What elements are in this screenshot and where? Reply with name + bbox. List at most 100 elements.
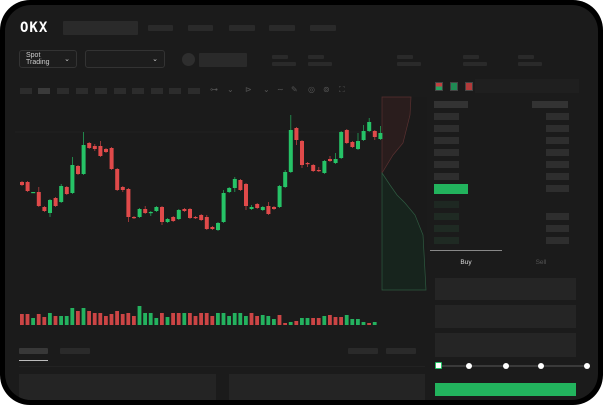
amount-slider-track[interactable] (438, 365, 588, 367)
chevron-down-icon[interactable]: ⌄ (263, 85, 270, 94)
slider-stop[interactable] (466, 363, 472, 369)
bid-amount[interactable] (546, 237, 569, 244)
orderbook-view-both-icon[interactable] (435, 82, 443, 91)
bottom-action[interactable] (348, 348, 378, 354)
candle (255, 203, 260, 209)
fullscreen-icon[interactable]: ⛶ (339, 85, 345, 94)
volume-bar (249, 313, 254, 325)
candle (171, 216, 176, 222)
camera-icon[interactable]: ◎ (308, 85, 315, 94)
nav-item[interactable] (148, 25, 173, 31)
ask-price[interactable] (434, 161, 459, 168)
bid-amount[interactable] (546, 225, 569, 232)
candle-body (350, 142, 355, 147)
volume-bar (244, 316, 248, 325)
bid-price[interactable] (434, 201, 459, 208)
bottom-action[interactable] (386, 348, 416, 354)
pencil-icon[interactable]: ✎ (291, 85, 298, 94)
okx-logo[interactable]: OKX (20, 20, 49, 36)
nav-item[interactable] (310, 25, 336, 31)
timeframe-button[interactable] (132, 88, 144, 94)
ask-price[interactable] (434, 173, 459, 180)
volume-bar (92, 313, 97, 325)
volume-bar (42, 317, 47, 325)
bid-price[interactable] (434, 225, 459, 232)
ask-price[interactable] (434, 125, 459, 132)
ask-amount[interactable] (546, 149, 569, 156)
indicator-icon[interactable]: ⊳ (245, 85, 252, 94)
chevron-down-icon[interactable]: ⌄ (227, 85, 234, 94)
orderbook-header-bg (475, 79, 579, 93)
candle (316, 167, 321, 172)
ask-price[interactable] (434, 113, 459, 120)
nav-item[interactable] (229, 25, 255, 31)
orderbook-view-bids-icon[interactable] (450, 82, 458, 91)
chart-type-icon[interactable]: ⊶ (210, 85, 218, 94)
ask-amount[interactable] (546, 185, 569, 192)
candle-body (232, 179, 237, 188)
amount-slider-handle[interactable] (435, 362, 442, 369)
timeframe-button[interactable] (57, 88, 69, 94)
candle-body (104, 149, 108, 152)
bottom-tab-history[interactable] (60, 348, 90, 354)
settings-icon[interactable]: ⊚ (323, 85, 330, 94)
volume-bar (232, 313, 237, 325)
app-screen: OKX Spot Trading ⌄ ⌄ ⊶ ⌄ ⊳ ⌄ ∼ ✎ ◎ ⊚ ⛶ (5, 5, 598, 400)
candle (176, 209, 181, 220)
candle-body (143, 209, 148, 213)
stat-value (397, 62, 421, 66)
nav-item[interactable] (269, 25, 295, 31)
candle-body (344, 130, 349, 143)
bid-price[interactable] (434, 213, 459, 220)
timeframe-button[interactable] (95, 88, 107, 94)
ask-amount[interactable] (546, 137, 569, 144)
candle-body (238, 180, 243, 190)
candle (333, 153, 338, 164)
timeframe-button[interactable] (20, 88, 32, 94)
ask-price[interactable] (434, 149, 459, 156)
timeframe-button[interactable] (38, 88, 50, 94)
nav-item[interactable] (188, 25, 213, 31)
orderbook-view-asks-icon[interactable] (465, 82, 473, 91)
bid-amount[interactable] (546, 213, 569, 220)
candle (300, 140, 304, 168)
pair-select[interactable]: ⌄ (85, 50, 165, 68)
ask-amount[interactable] (546, 125, 569, 132)
timeframe-button[interactable] (188, 88, 200, 94)
ask-amount[interactable] (546, 113, 569, 120)
bid-price[interactable] (434, 237, 459, 244)
volume-bar (104, 316, 108, 325)
trading-mode-select[interactable]: Spot Trading ⌄ (19, 50, 77, 68)
trade-tab-sell[interactable]: Sell (502, 250, 580, 270)
price-input[interactable] (435, 278, 576, 300)
candle-body (378, 133, 383, 139)
candle (70, 157, 75, 194)
timeframe-button[interactable] (169, 88, 181, 94)
timeframe-button[interactable] (114, 88, 126, 94)
candle (339, 131, 344, 159)
slider-stop[interactable] (538, 363, 544, 369)
candle (104, 148, 108, 153)
candle-body (328, 159, 332, 161)
volume-bar (216, 313, 220, 325)
slider-stop[interactable] (584, 363, 590, 369)
line-tool-icon[interactable]: ∼ (277, 85, 284, 94)
timeframe-button[interactable] (76, 88, 88, 94)
candle-body (137, 209, 142, 217)
candle-body (322, 161, 327, 173)
total-input[interactable] (435, 333, 576, 357)
ask-amount[interactable] (546, 173, 569, 180)
buy-button[interactable] (435, 383, 576, 396)
trade-tab-buy[interactable]: Buy (430, 250, 502, 270)
candle (294, 127, 299, 145)
slider-stop[interactable] (503, 363, 509, 369)
bottom-tab-open-orders[interactable] (19, 348, 48, 354)
candle-body (148, 212, 153, 214)
candlestick-chart[interactable] (5, 5, 598, 400)
ask-amount[interactable] (546, 161, 569, 168)
search-bar[interactable] (63, 21, 138, 35)
timeframe-button[interactable] (151, 88, 163, 94)
amount-input[interactable] (435, 305, 576, 328)
volume-bar (333, 317, 338, 325)
ask-price[interactable] (434, 137, 459, 144)
